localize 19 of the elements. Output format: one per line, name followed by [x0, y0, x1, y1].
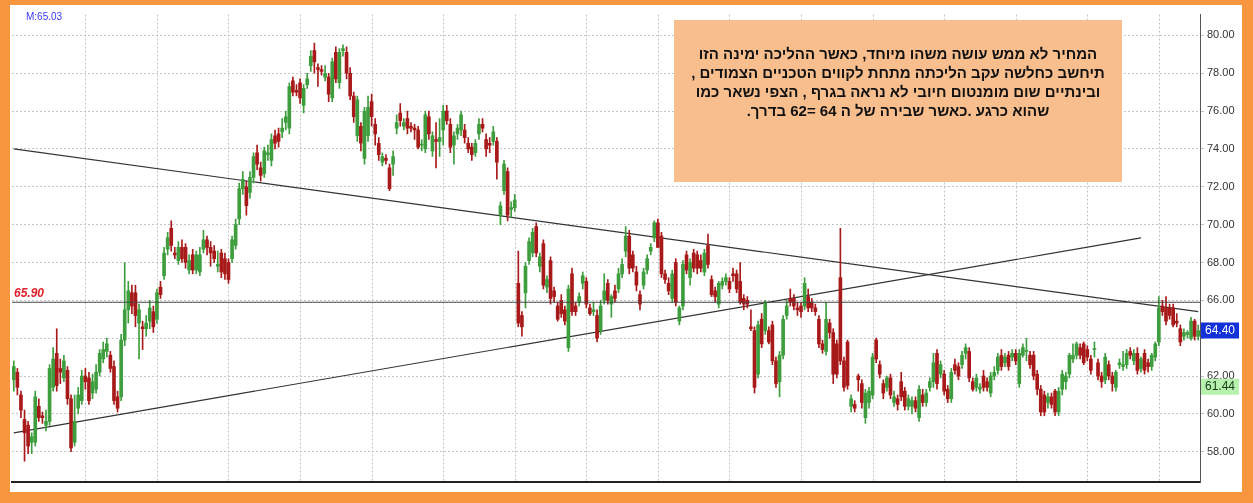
candlestick	[215, 250, 220, 273]
y-tick-label: 66.00	[1207, 293, 1235, 306]
y-tick-label: 70.00	[1207, 217, 1235, 230]
candlestick	[323, 65, 327, 82]
annotation: המחיר לא ממש עושה משהו מיוחד, כאשר ההליכה ימינה הזו תיחשב כחלשה עקב הליכתה מתחת לקווים הטכניים הצמודים , ובינתיים שום מומנטום חיובי לא נראה בגרף , הצפי נשאר כמו שהוא כרגע .כאשר שבירה של ה 64 =62 בדרך.	[690, 44, 1106, 120]
y-tick-label: 60.00	[1207, 406, 1235, 419]
y-tick-label: 72.00	[1207, 179, 1235, 192]
annotation: M:65.03	[26, 11, 63, 23]
candlestick	[1121, 351, 1125, 371]
y-tick-label: 78.00	[1207, 66, 1235, 79]
note-box: המחיר לא ממש עושה משהו מיוחד, כאשר ההליכה ימינה הזו תיחשב כחלשה עקב הליכתה מתחת לקווים הטכניים הצמודים , ובינתיים שום מומנטום חיובי לא נראה בגרף , הצפי נשאר כמו שהוא כרגע .כאשר שבירה של ה 64 =62 בדרך.	[674, 20, 1122, 182]
y-tick-label: 68.00	[1207, 255, 1235, 268]
y-tick-label: 76.00	[1207, 104, 1235, 117]
y-tick-label: 74.00	[1207, 141, 1235, 154]
candlestick	[434, 122, 438, 169]
annotation: 64.40	[1205, 322, 1236, 337]
ref-line-label: 65.90	[14, 285, 45, 300]
y-tick-label: 58.00	[1207, 444, 1235, 457]
y-tick-label: 80.00	[1207, 28, 1235, 41]
